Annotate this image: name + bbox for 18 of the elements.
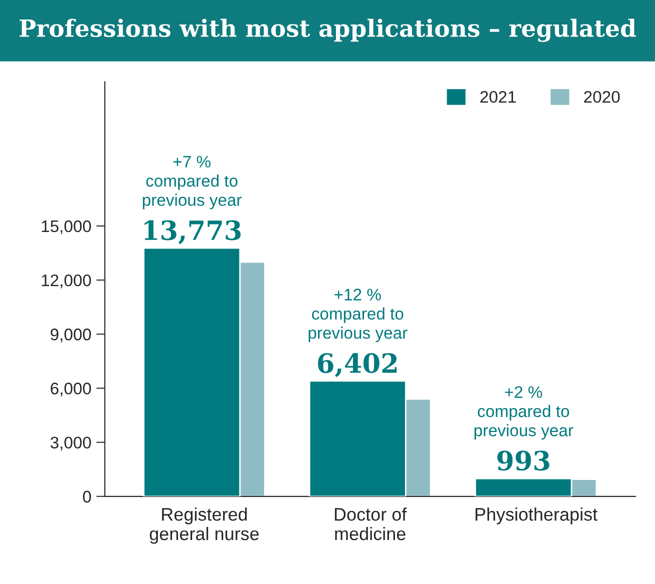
y-tick-label: 12,000 (42, 274, 91, 288)
annotation: +12 % compared to previous year (308, 288, 408, 342)
legend-label: 2021 (480, 90, 516, 103)
y-tick-label: 6,000 (50, 382, 91, 396)
data-label: 993 (497, 450, 550, 471)
x-tick-label: Physiotherapist (476, 508, 598, 524)
annotation: +7 % compared to previous year (142, 156, 242, 210)
y-tick-label: 3,000 (50, 436, 91, 450)
y-tick-label: 15,000 (42, 220, 91, 234)
data-label: 6,402 (318, 353, 397, 378)
y-tick-label: 0 (82, 490, 91, 503)
y-tick-label: 9,000 (50, 328, 91, 342)
x-tick-label: Doctor of medicine (334, 508, 407, 540)
chart-title: Professions with most applications – regulated (20, 18, 636, 42)
x-tick-label: Registered general nurse (150, 508, 259, 544)
data-label: 13,773 (144, 220, 241, 244)
legend-label: 2020 (584, 90, 620, 103)
annotation: +2 % compared to previous year (474, 386, 574, 440)
